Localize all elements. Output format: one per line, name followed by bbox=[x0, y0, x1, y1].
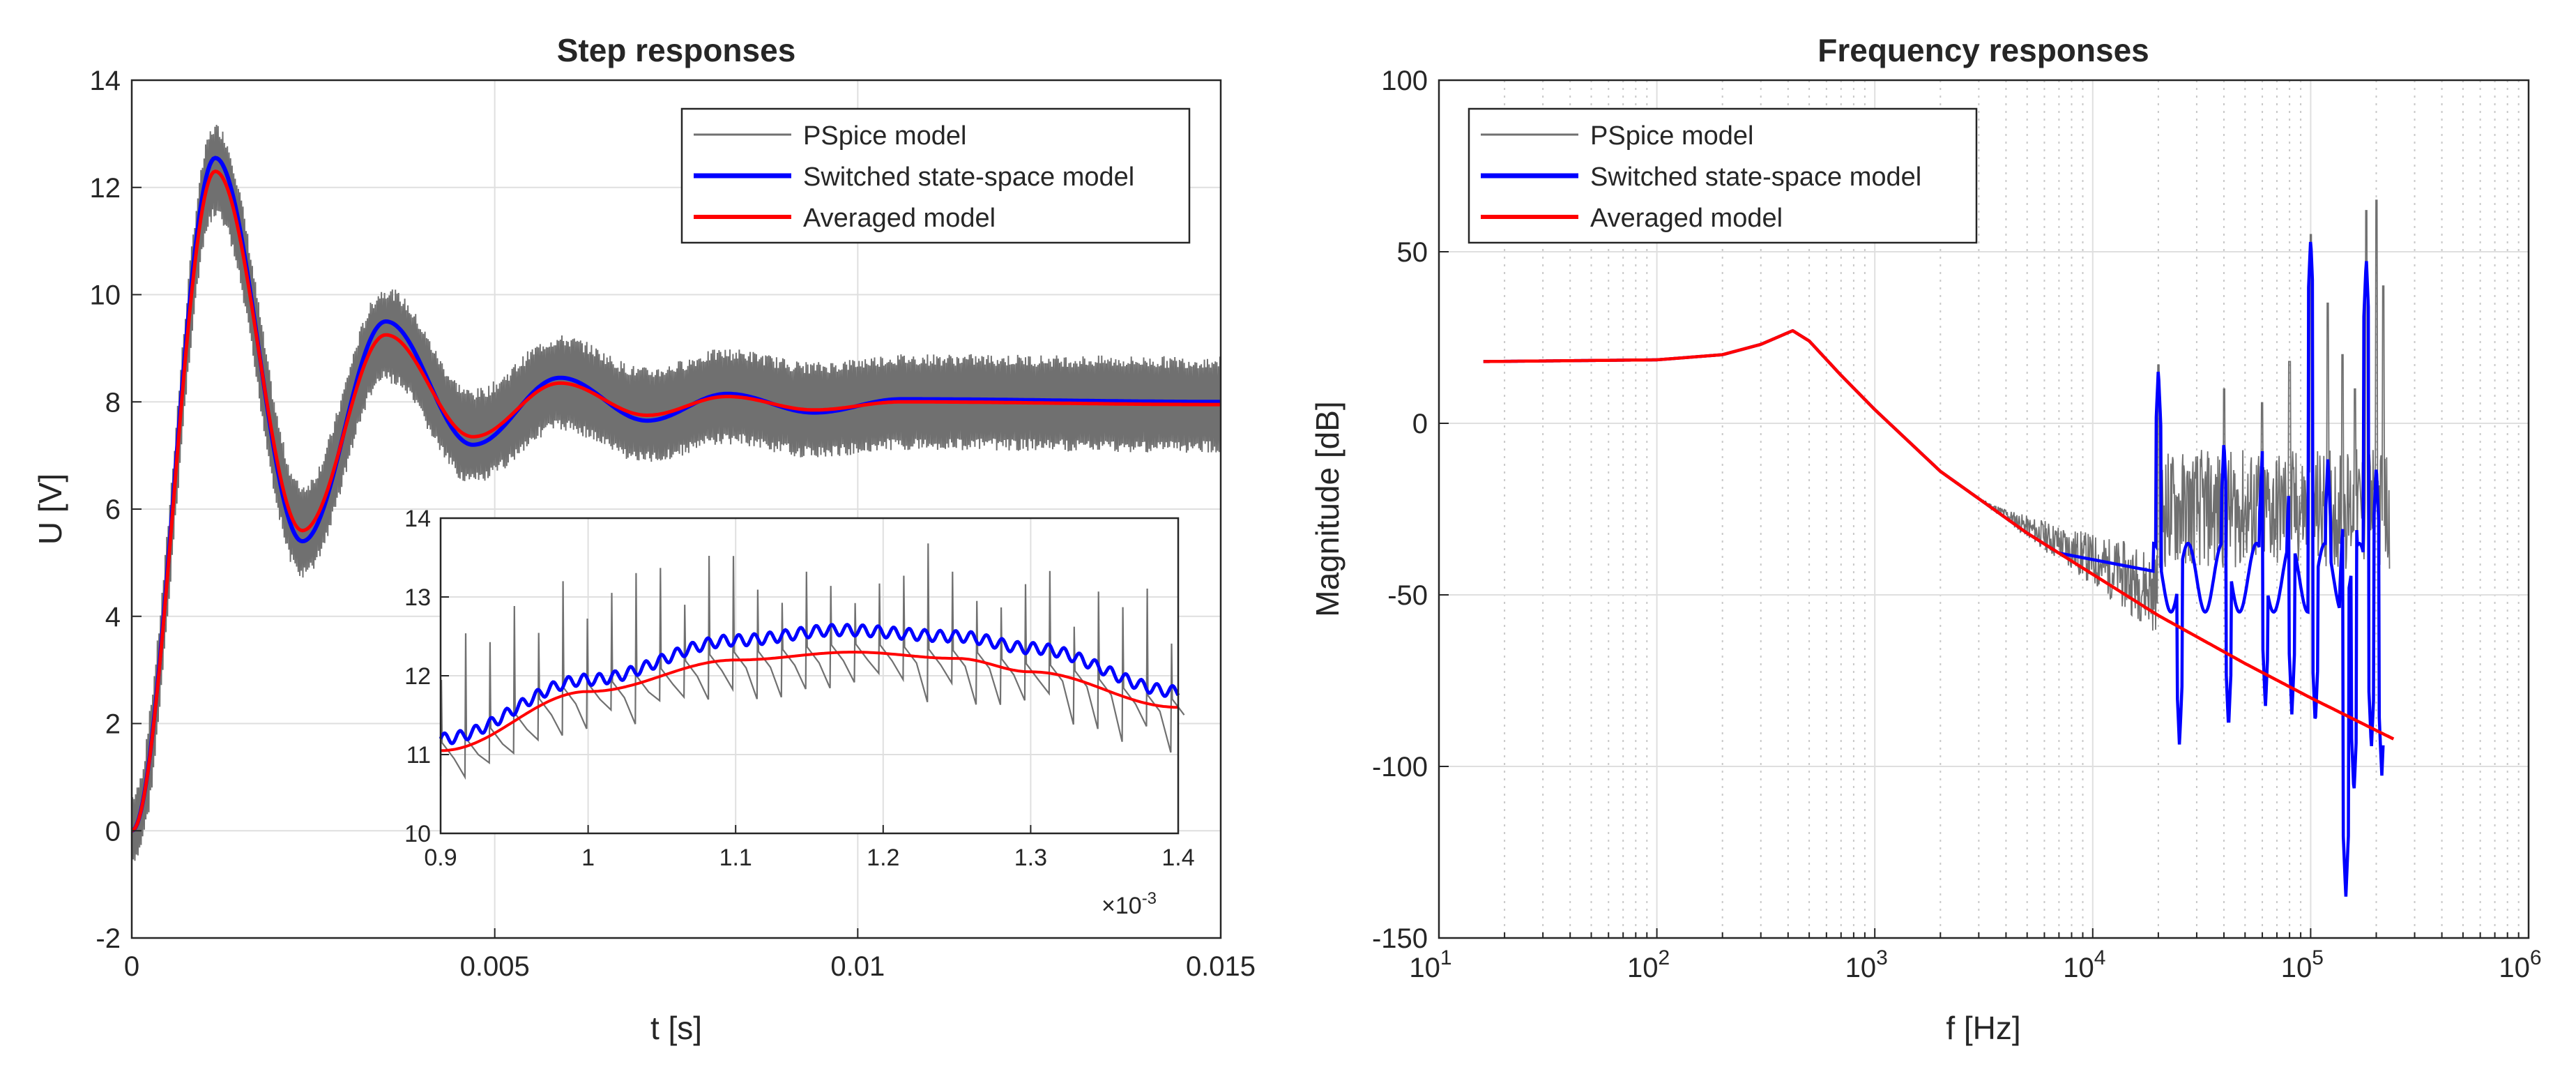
inset-series bbox=[439, 543, 1185, 780]
step-tick-label-y: 14 bbox=[90, 66, 121, 96]
freq-tick-label-y: -100 bbox=[1372, 752, 1428, 782]
inset-tick-label-x: 1.3 bbox=[1014, 845, 1047, 871]
freq-tick-label-x: 103 bbox=[1845, 946, 1888, 983]
inset-tick-label-x: 1.2 bbox=[867, 845, 899, 871]
step-series-switched bbox=[130, 156, 1221, 833]
step-tick-label-x: 0.005 bbox=[460, 951, 530, 982]
step-series-averaged bbox=[130, 169, 1221, 833]
freq-tick-label-y: 50 bbox=[1397, 237, 1428, 268]
inset-series-averaged bbox=[441, 651, 1178, 752]
step-inset: 0.9 1 1.1 1.2 1.3 1.4 10 11 12 13 14 ×10-3 bbox=[404, 506, 1194, 919]
step-tick-label-x: 0.015 bbox=[1186, 951, 1256, 982]
freq-series-averaged bbox=[1483, 328, 2395, 741]
freq-tick-label-y: -150 bbox=[1372, 923, 1428, 954]
freq-tick-label-y: 100 bbox=[1381, 66, 1428, 96]
inset-tick-label-y: 10 bbox=[404, 821, 431, 847]
frequency-response-chart: 101 102 103 104 105 106 -150 -100 -50 0 50 100 Freq… bbox=[1309, 32, 2542, 1046]
step-chart-title: Step responses bbox=[557, 32, 796, 68]
step-tick-label-y: 12 bbox=[90, 173, 121, 204]
freq-legend: PSpice model Switched state-space model … bbox=[1468, 107, 1978, 244]
step-legend-label-averaged: Averaged model bbox=[803, 204, 996, 233]
freq-chart-title: Frequency responses bbox=[1817, 32, 2149, 68]
inset-tick-label-y: 11 bbox=[406, 742, 431, 769]
freq-legend-label-switched: Switched state-space model bbox=[1590, 162, 1921, 192]
freq-axes-box bbox=[1438, 79, 2530, 939]
step-tick-label-y: 2 bbox=[105, 709, 121, 740]
freq-tick-label-x: 104 bbox=[2063, 946, 2105, 983]
freq-tick-label-x: 101 bbox=[1409, 946, 1451, 983]
step-tick-label-y: 0 bbox=[105, 816, 121, 847]
step-y-axis-label: U [V] bbox=[32, 474, 68, 545]
freq-tick-label-y: -50 bbox=[1387, 580, 1428, 611]
freq-series bbox=[1483, 199, 2395, 897]
freq-tick-label-x: 105 bbox=[2281, 946, 2324, 983]
inset-ticks: 0.9 1 1.1 1.2 1.3 1.4 10 11 12 13 14 bbox=[404, 506, 1194, 871]
step-legend-label-pspice: PSpice model bbox=[803, 121, 966, 151]
inset-tick-label-x: 1.1 bbox=[719, 845, 752, 871]
step-tick-label-y: 8 bbox=[105, 387, 121, 418]
freq-x-axis-label: f [Hz] bbox=[1946, 1010, 2020, 1046]
freq-y-axis-label: Magnitude [dB] bbox=[1309, 401, 1346, 616]
inset-tick-label-x: 0.9 bbox=[424, 845, 457, 871]
step-legend: PSpice model Switched state-space model … bbox=[680, 107, 1191, 244]
inset-x-multiplier: ×10-3 bbox=[1102, 889, 1157, 919]
step-tick-label-x: 0 bbox=[124, 951, 139, 982]
freq-tick-label-x: 102 bbox=[1627, 946, 1670, 983]
step-tick-label-y: 4 bbox=[105, 602, 121, 633]
step-series-pspice bbox=[131, 124, 1221, 864]
step-series bbox=[130, 124, 1221, 864]
inset-series-switched bbox=[439, 623, 1180, 746]
step-tick-label-y: 10 bbox=[90, 280, 121, 311]
inset-tick-label-y: 12 bbox=[404, 663, 431, 690]
freq-tick-label-x: 106 bbox=[2499, 946, 2541, 983]
freq-ticks: 101 102 103 104 105 106 -150 -100 -50 0 50 100 bbox=[1372, 66, 2542, 983]
inset-tick-label-x: 1 bbox=[581, 845, 595, 871]
inset-tick-label-y: 13 bbox=[404, 584, 431, 611]
step-legend-label-switched: Switched state-space model bbox=[803, 162, 1134, 192]
inset-tick-label-y: 14 bbox=[404, 506, 431, 532]
freq-legend-label-averaged: Averaged model bbox=[1590, 204, 1783, 233]
step-tick-label-y: -2 bbox=[96, 923, 121, 954]
freq-legend-label-pspice: PSpice model bbox=[1590, 121, 1753, 151]
step-tick-label-y: 6 bbox=[105, 494, 121, 525]
freq-tick-label-y: 0 bbox=[1412, 409, 1428, 439]
inset-tick-label-x: 1.4 bbox=[1161, 845, 1194, 871]
step-x-axis-label: t [s] bbox=[650, 1010, 702, 1046]
step-tick-label-x: 0.01 bbox=[830, 951, 885, 982]
